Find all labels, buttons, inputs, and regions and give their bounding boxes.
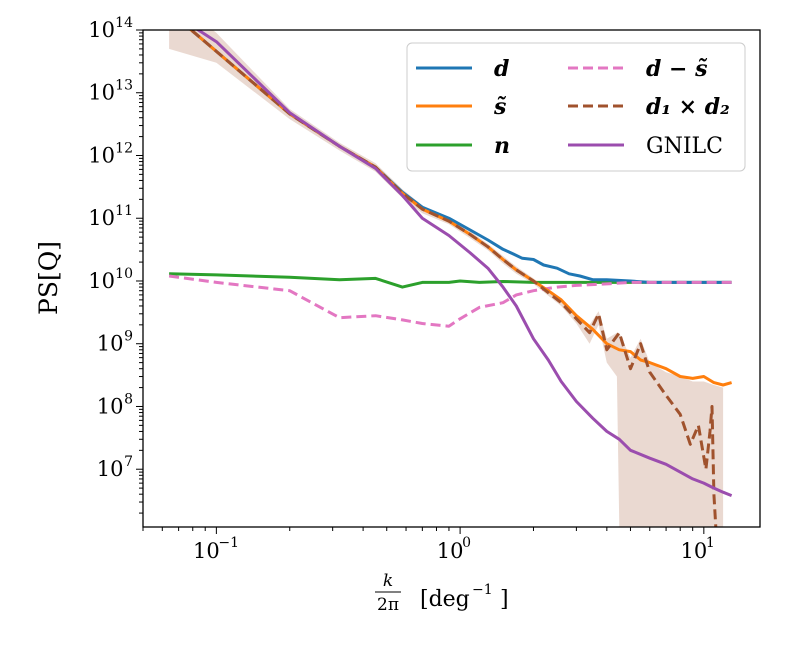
x-label-unit: [deg [420, 587, 470, 612]
y-tick-exponent: 8 [124, 391, 133, 407]
y-tick-base: 10 [88, 143, 115, 167]
x-tick-label-1: 100 [437, 535, 471, 563]
series-line-d1-times-d2 [188, 30, 718, 527]
y-axis-label: PS[Q] [34, 241, 63, 315]
legend: d s̃ n d − s̃ d₁ × d₂ GNILC [406, 42, 746, 172]
x-axis-label: k 2π [deg −1 ] [375, 571, 509, 615]
x-label-unit-exponent: −1 [472, 582, 493, 598]
y-tick-base: 10 [88, 81, 115, 105]
band-d1-times-d2-band [169, 30, 724, 527]
x-tick-label-0-1: 10−1 [193, 535, 239, 563]
y-tick-exponent: 10 [115, 266, 133, 282]
y-tick-base: 10 [97, 457, 124, 481]
legend-label-d: d [494, 56, 509, 82]
y-tick-exponent: 14 [115, 15, 133, 31]
uncertainty-bands [169, 30, 724, 527]
y-tick-base: 10 [88, 18, 115, 42]
y-tick-label-9: 910 [97, 329, 133, 356]
y-tick-exponent: 13 [115, 78, 133, 94]
plot-frame [142, 29, 761, 528]
y-tick-base: 10 [88, 206, 115, 230]
x-tick-exponent: −1 [218, 535, 239, 551]
series-line-gnilc [195, 30, 733, 497]
y-tick-base: 10 [97, 394, 124, 418]
y-tick-base: 10 [97, 332, 124, 356]
legend-label-gnilc: GNILC [646, 134, 723, 159]
legend-label-n: n [494, 133, 510, 159]
x-tick-base: 10 [193, 539, 220, 563]
y-tick-exponent: 9 [124, 329, 133, 345]
y-tick-exponent: 12 [115, 140, 133, 156]
y-tick-label-7: 710 [97, 454, 133, 481]
legend-label-d1-times-d2: d₁ × d₂ [646, 94, 730, 120]
y-tick-label-8: 810 [97, 391, 133, 418]
x-label-denominator: 2π [377, 595, 399, 615]
series-line-d-minus-s-tilde [168, 274, 732, 328]
x-tick-base: 10 [680, 539, 707, 563]
x-tick-label-10: 101 [680, 535, 714, 563]
data-series [168, 30, 733, 527]
x-tick-exponent: 1 [706, 535, 715, 551]
x-tick-base: 10 [437, 539, 464, 563]
y-tick-exponent: 7 [124, 454, 133, 470]
y-tick-exponent: 11 [115, 203, 133, 219]
legend-label-s-tilde: s̃ [493, 94, 506, 120]
legend-label-d-minus-s: d − s̃ [646, 56, 708, 82]
y-tick-base: 10 [88, 269, 115, 293]
x-label-close-bracket: ] [500, 587, 509, 612]
x-label-numerator: k [383, 571, 393, 591]
x-tick-exponent: 0 [462, 535, 471, 551]
